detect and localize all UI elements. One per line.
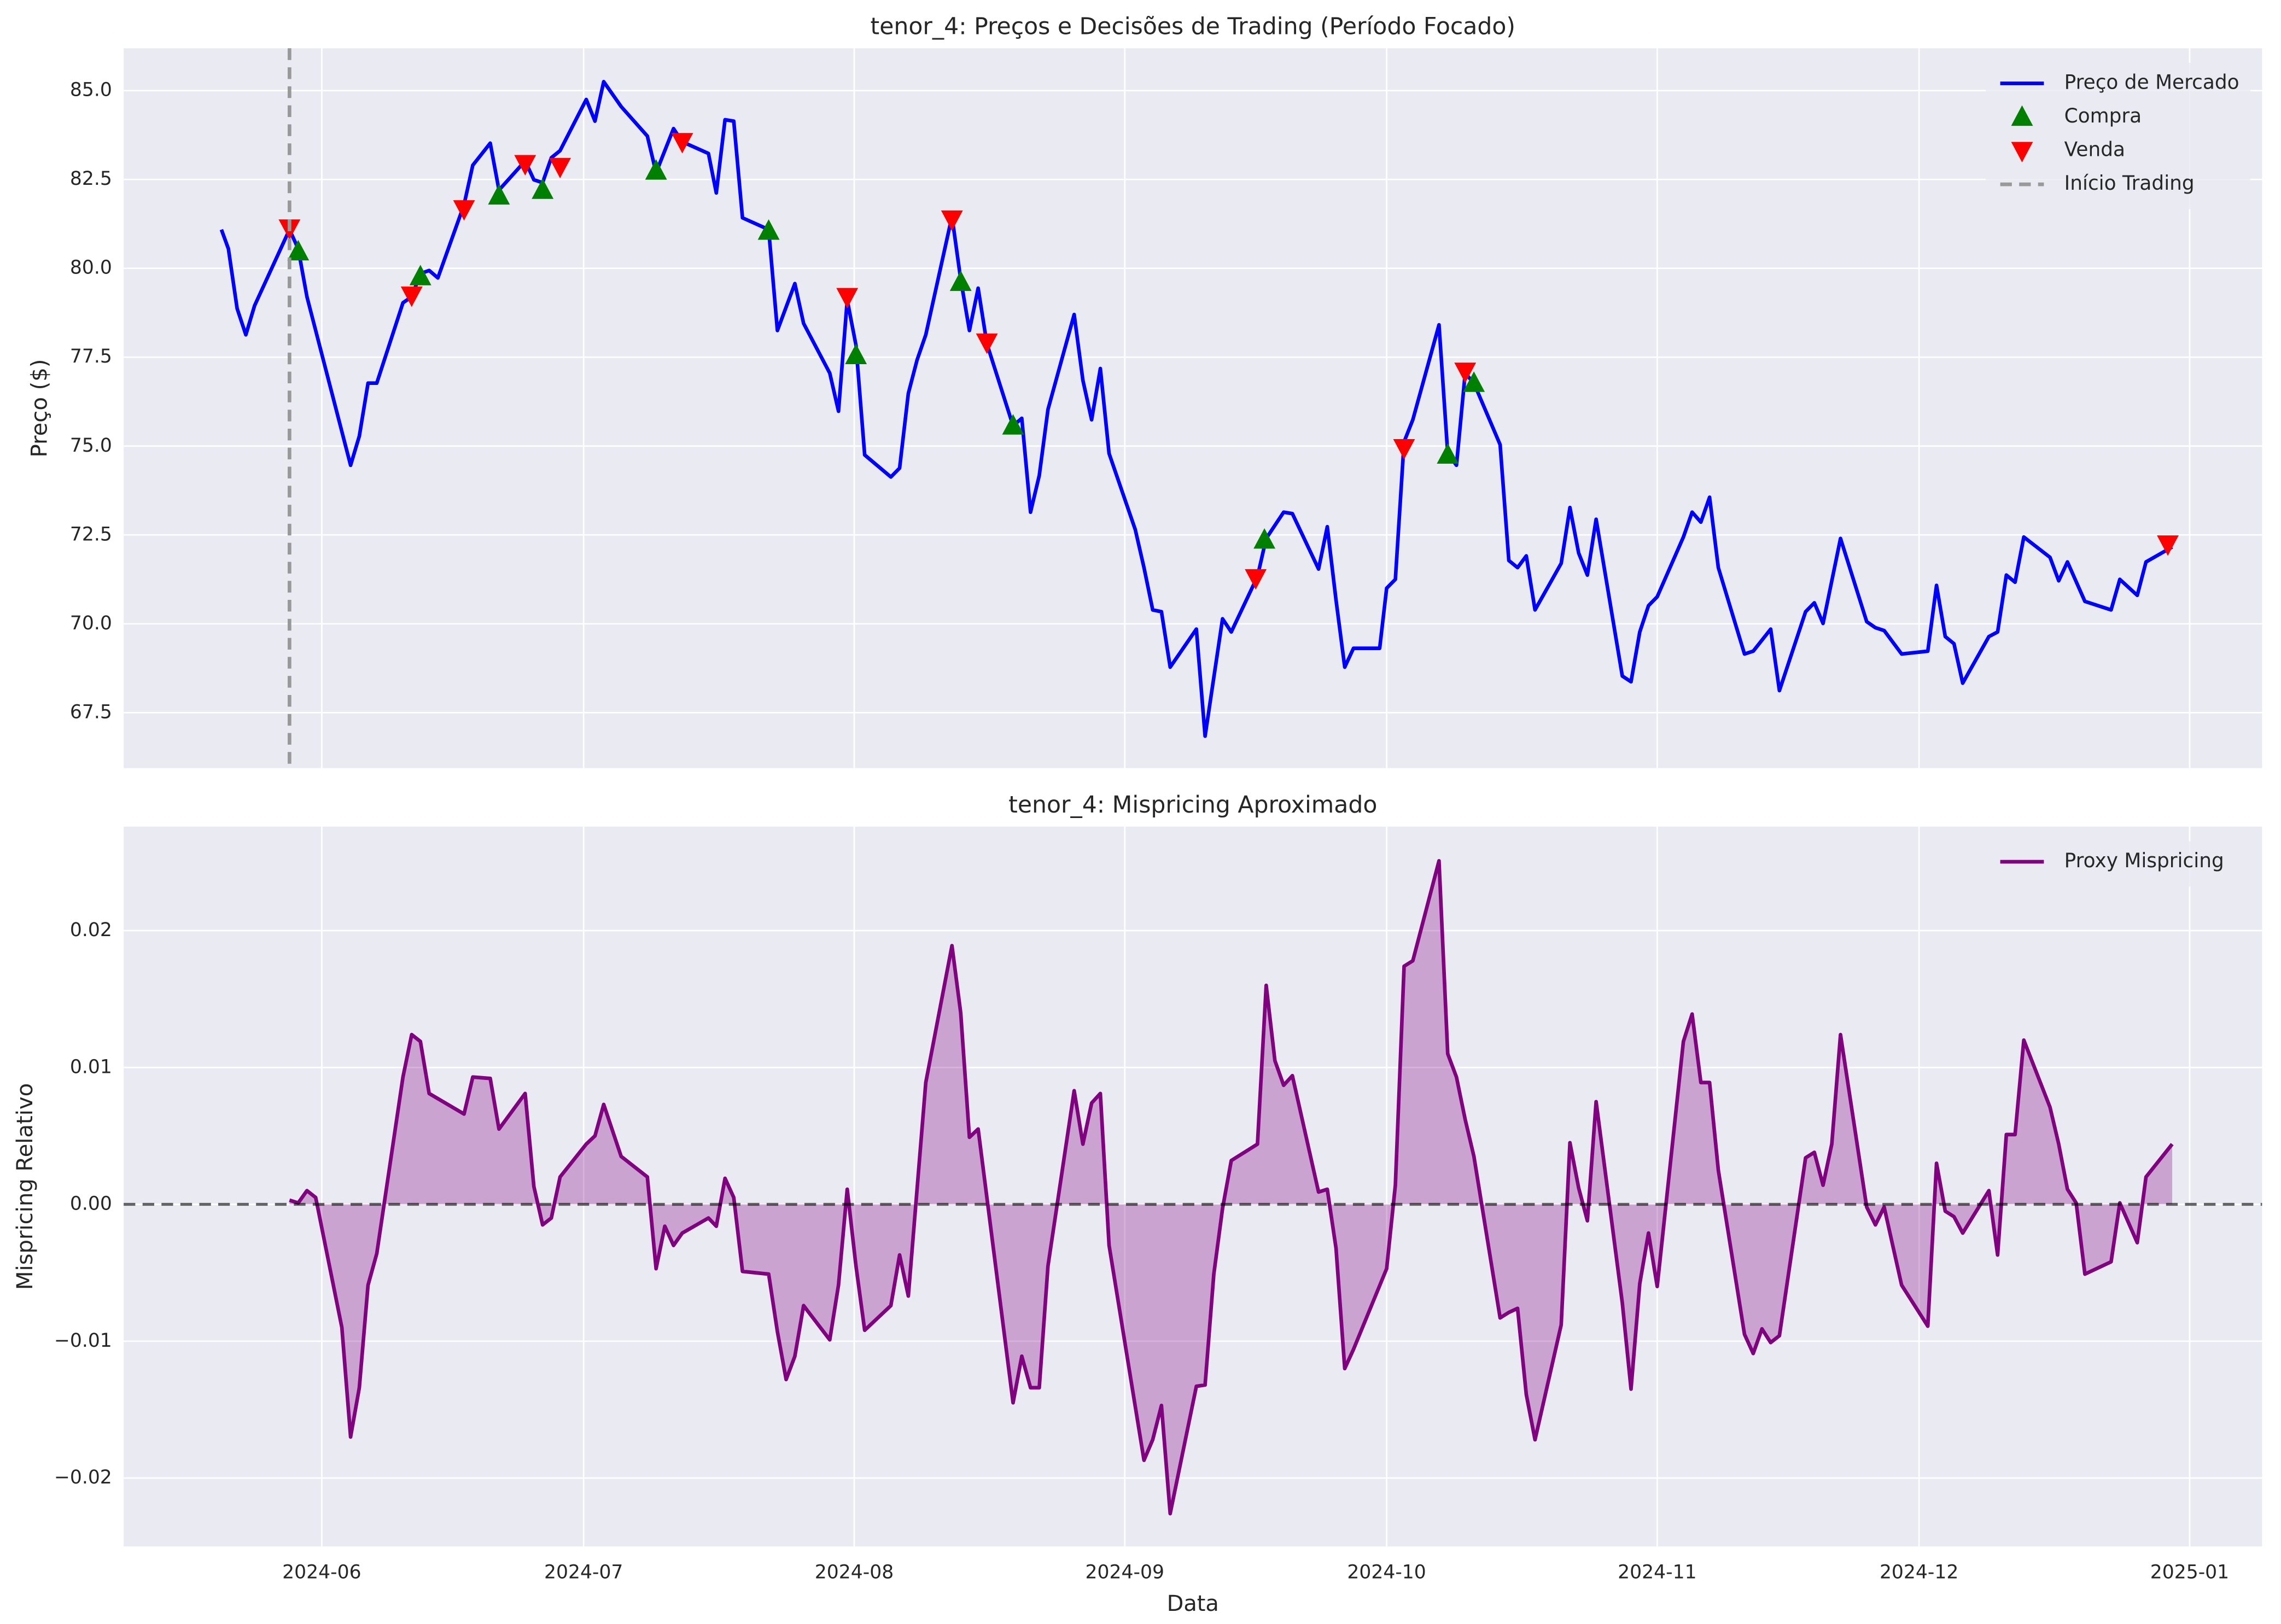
legend-label: Preço de Mercado xyxy=(2064,71,2239,94)
y-tick-label: 75.0 xyxy=(70,435,112,457)
y-tick-label: −0.02 xyxy=(54,1467,112,1488)
x-tick-label: 2024-07 xyxy=(544,1561,623,1583)
buy-marker xyxy=(409,265,431,285)
x-tick-label: 2024-10 xyxy=(1347,1561,1426,1583)
y-tick-label: 80.0 xyxy=(70,257,112,279)
legend-box xyxy=(1986,841,2251,887)
legend-label: Compra xyxy=(2064,105,2142,127)
y-tick-label: −0.01 xyxy=(54,1330,112,1352)
mispricing-line xyxy=(289,858,2174,1516)
legend-marker xyxy=(2011,142,2033,162)
panel-title: tenor_4: Mispricing Aproximado xyxy=(1008,791,1377,819)
y-tick-label: 0.02 xyxy=(70,919,112,941)
buy-marker xyxy=(645,159,667,180)
legend-marker xyxy=(2011,105,2033,126)
y-axis-label: Preço ($) xyxy=(27,359,52,458)
y-tick-label: 72.5 xyxy=(70,523,112,545)
x-tick-label: 2024-09 xyxy=(1086,1561,1164,1583)
sell-marker xyxy=(941,210,963,231)
y-tick-label: 67.5 xyxy=(70,701,112,723)
legend-label: Proxy Mispricing xyxy=(2064,850,2224,872)
buy-marker xyxy=(845,343,867,365)
buy-marker xyxy=(757,219,780,240)
legend-label: Venda xyxy=(2064,139,2125,161)
buy-marker xyxy=(488,184,510,205)
sell-marker xyxy=(549,157,571,179)
buy-marker xyxy=(532,178,554,199)
x-tick-label: 2025-01 xyxy=(2150,1561,2229,1583)
sell-marker xyxy=(514,155,536,176)
x-tick-label: 2024-12 xyxy=(1880,1561,1958,1583)
y-tick-label: 85.0 xyxy=(70,79,112,101)
sell-marker xyxy=(1454,363,1477,383)
sell-marker xyxy=(453,200,475,221)
legend-label: Início Trading xyxy=(2064,172,2195,195)
buy-marker xyxy=(287,239,310,261)
plot-background xyxy=(124,48,2262,768)
buy-marker xyxy=(1253,528,1276,549)
sell-marker xyxy=(836,288,859,309)
sell-marker xyxy=(1245,569,1267,590)
y-tick-label: 77.5 xyxy=(70,346,112,367)
plot-background xyxy=(124,826,2262,1547)
sell-marker xyxy=(671,133,693,154)
buy-marker xyxy=(1437,443,1459,464)
sell-marker xyxy=(2157,535,2179,556)
panel-title: tenor_4: Preços e Decisões de Trading (P… xyxy=(871,13,1515,40)
buy-marker xyxy=(1463,371,1485,392)
price-line xyxy=(219,80,2173,738)
x-tick-label: 2024-11 xyxy=(1618,1561,1696,1583)
x-tick-label: 2024-06 xyxy=(282,1561,361,1583)
sell-marker xyxy=(1393,439,1415,460)
x-tick-label: 2024-08 xyxy=(815,1561,894,1583)
y-tick-label: 82.5 xyxy=(70,168,112,190)
mispricing-area xyxy=(289,861,2173,1514)
x-axis-label: Data xyxy=(1167,1591,1219,1616)
sell-marker xyxy=(976,333,998,354)
y-axis-label: Mispricing Relativo xyxy=(13,1083,38,1290)
y-tick-label: 0.01 xyxy=(70,1056,112,1078)
legend-box xyxy=(1986,63,2251,209)
y-tick-label: 70.0 xyxy=(70,612,112,634)
sell-marker xyxy=(400,287,423,307)
buy-marker xyxy=(1002,414,1024,435)
y-tick-label: 0.00 xyxy=(70,1193,112,1214)
buy-marker xyxy=(949,270,972,291)
